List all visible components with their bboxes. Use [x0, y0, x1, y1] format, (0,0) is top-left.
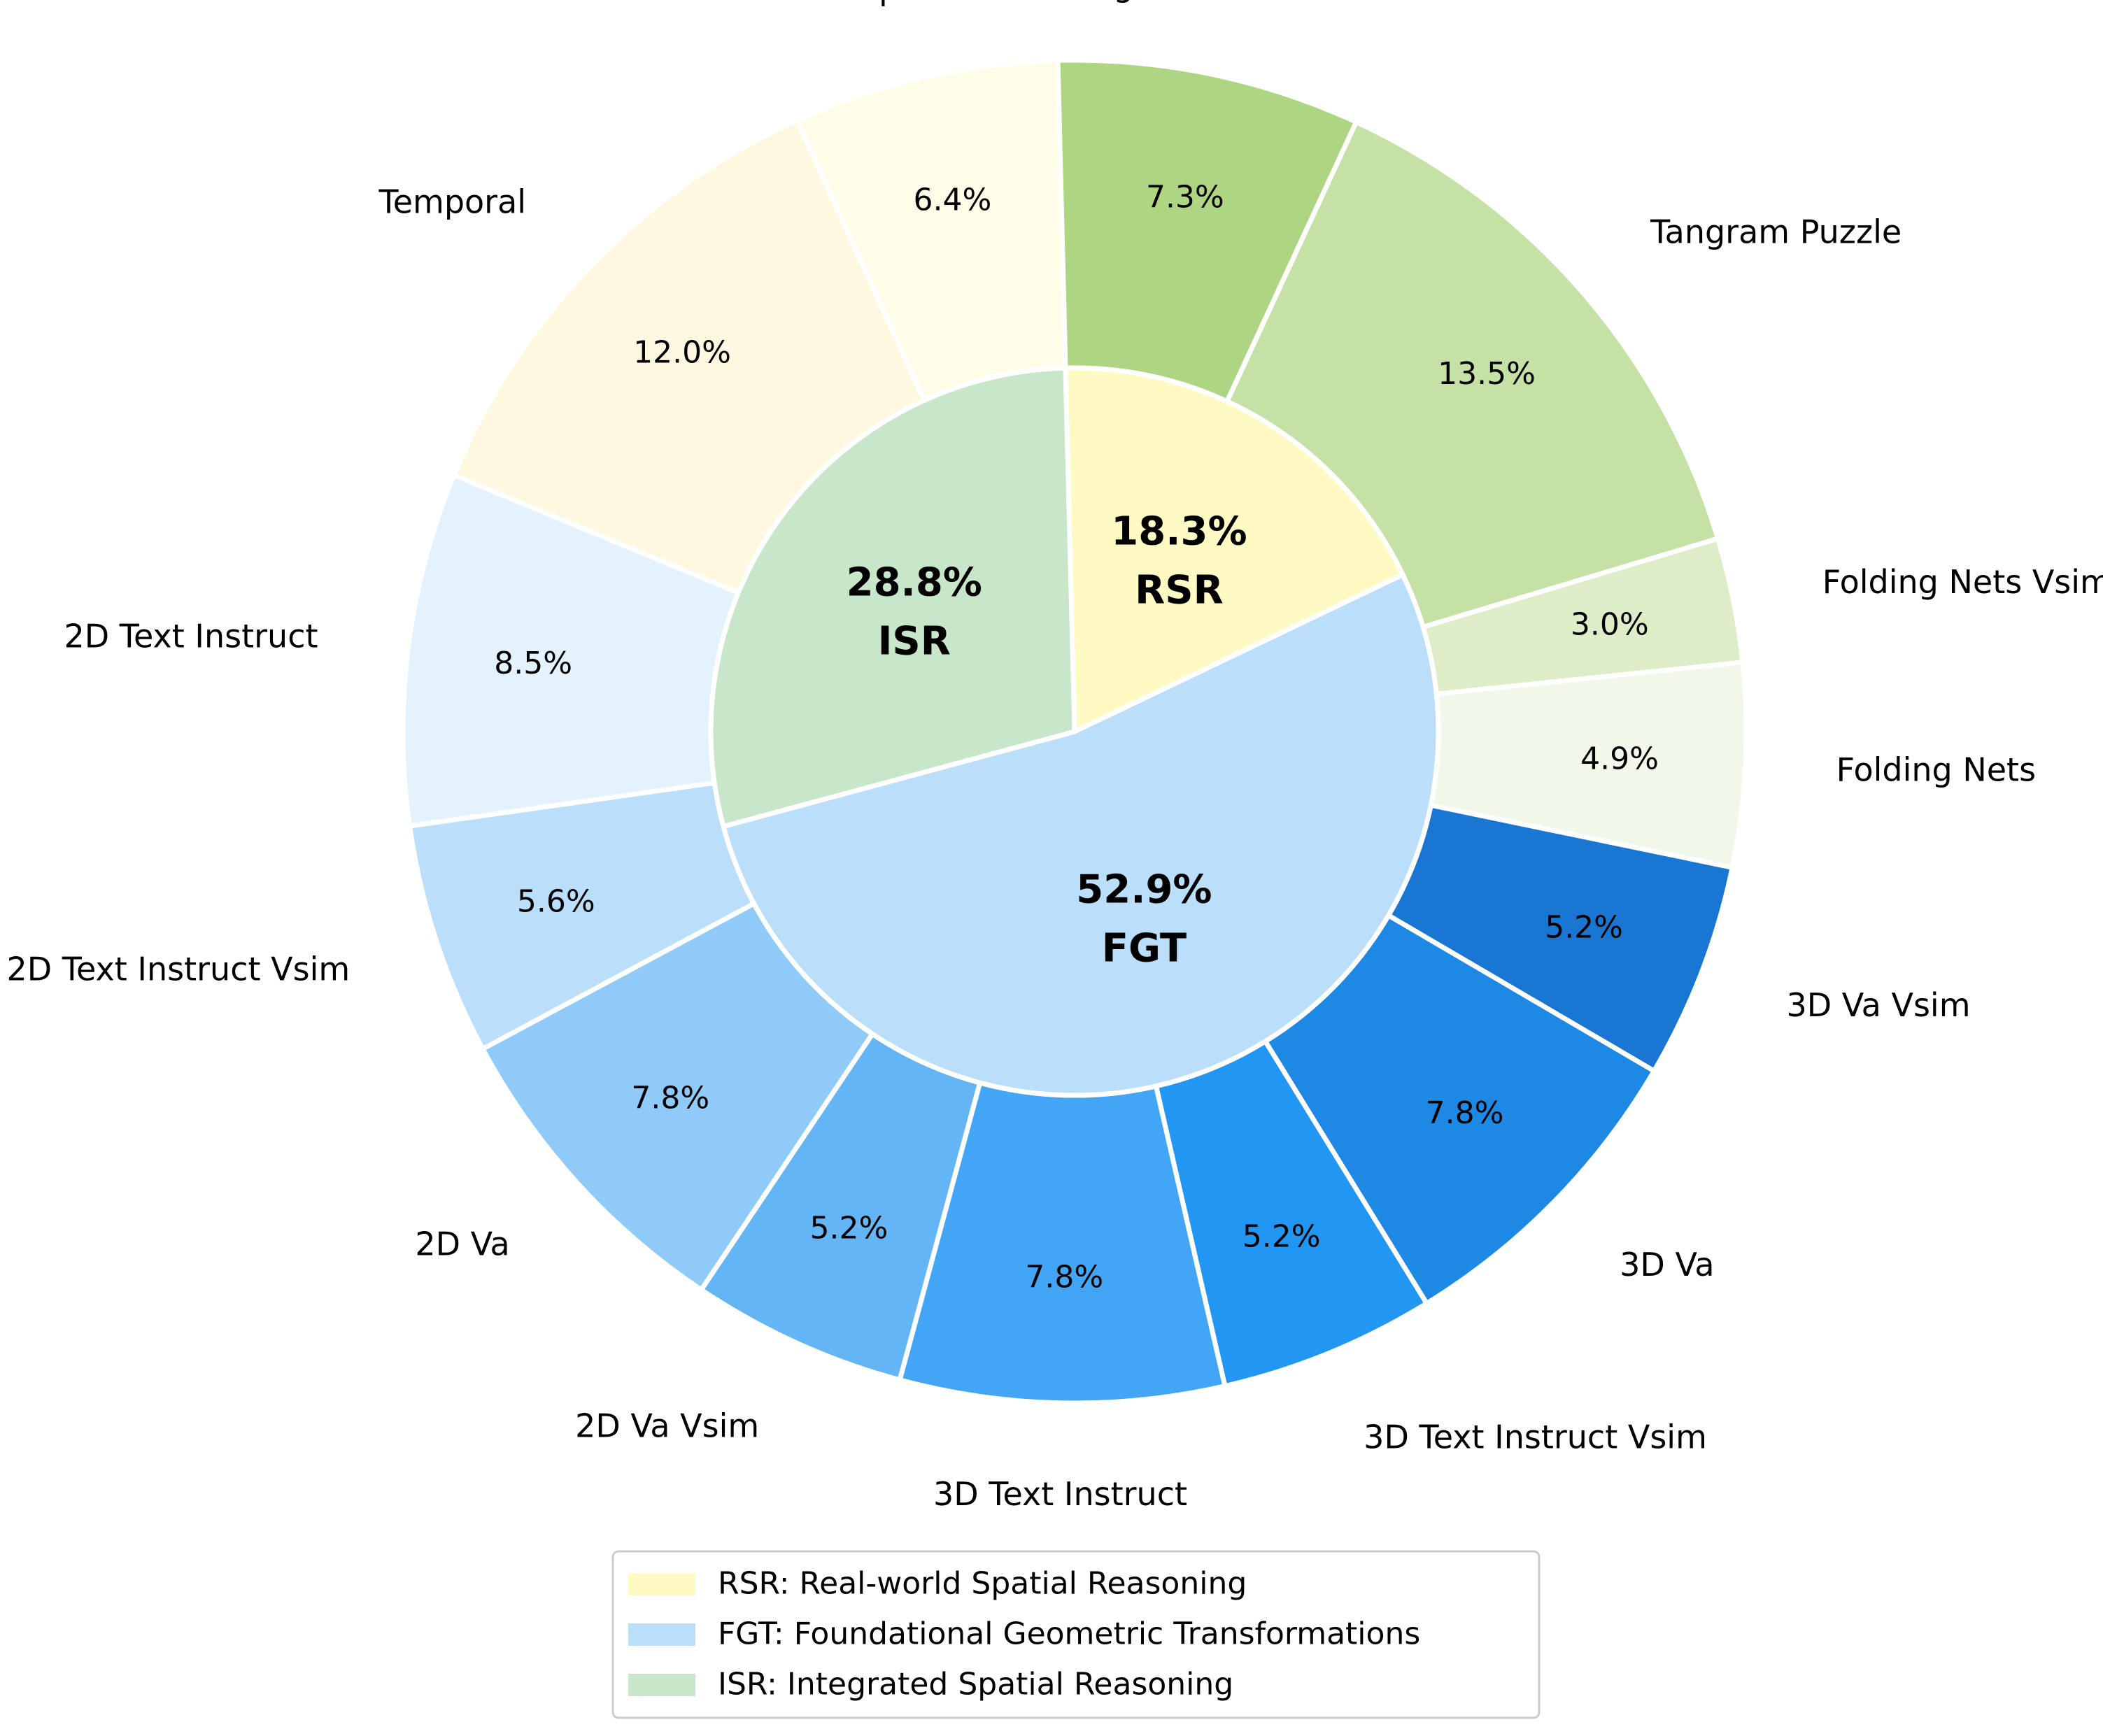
category-label-2d-text-instruct: 2D Text Instruct — [64, 618, 318, 655]
category-label-3d-va: 3D Va — [1620, 1246, 1714, 1283]
outer-category-labels: Tangram Puzzle Vsim Tangram Puzzle Folding… — [6, 0, 2103, 1513]
category-label-tangram-puzzle-vsim: Tangram Puzzle Vsim — [1058, 0, 1399, 4]
inner-label-rsr: RSR — [1135, 568, 1224, 613]
legend-box — [611, 1550, 1541, 1719]
inner-wedge-rsr — [1063, 365, 1405, 734]
outer-ring — [400, 57, 1749, 1406]
percent-label-folding-nets-vsim: 3.0% — [1571, 606, 1649, 642]
legend-swatch — [628, 1573, 695, 1595]
inner-label-isr: ISR — [878, 618, 951, 664]
inner-wedge-isr — [708, 365, 1077, 830]
legend-entry: ISR: Integrated Spatial Reasoning — [718, 1667, 1233, 1702]
category-label-3d-text-instruct: 3D Text Instruct — [933, 1475, 1187, 1513]
legend: RSR: Real-world Spatial Reasoning FGT: Fo… — [611, 1550, 1541, 1719]
percent-label-2d-text-instruct-vsim: 5.6% — [517, 883, 595, 919]
inner-percent-fgt: 52.9% — [1076, 867, 1212, 913]
category-label-3d-text-instruct-vsim: 3D Text Instruct Vsim — [1364, 1418, 1707, 1456]
percent-label-2d-va: 7.8% — [631, 1081, 709, 1116]
percent-label-temporal: 12.0% — [633, 335, 731, 371]
percent-label-perspective: 6.4% — [914, 182, 992, 218]
inner-group-labels: 18.3% RSR 52.9% FGT 28.8% ISR — [847, 509, 1247, 972]
outer-percent-labels: 7.3% 13.5% 3.0% 4.9% 5.2% 7.8% 5.2% 7.8% 5.2% 7.8… — [494, 180, 1659, 1295]
legend-entry: FGT: Foundational Geometric Transformati… — [718, 1616, 1420, 1652]
category-label-tangram-puzzle: Tangram Puzzle — [1650, 213, 1902, 250]
inner-label-fgt: FGT — [1102, 926, 1187, 972]
legend-entry: RSR: Real-world Spatial Reasoning — [718, 1566, 1247, 1602]
category-label-perspective: Perspective — [811, 0, 997, 8]
percent-label-2d-va-vsim: 5.2% — [809, 1211, 888, 1246]
inner-percent-rsr: 18.3% — [1111, 509, 1247, 555]
category-label-folding-nets-vsim: Folding Nets Vsim — [1822, 563, 2103, 601]
percent-label-2d-text-instruct: 8.5% — [494, 646, 572, 681]
category-label-folding-nets: Folding Nets — [1836, 751, 2036, 789]
category-label-2d-va: 2D Va — [415, 1225, 509, 1262]
percent-label-tangram-puzzle: 13.5% — [1438, 356, 1536, 392]
percent-label-folding-nets: 4.9% — [1580, 741, 1659, 777]
percent-label-3d-text-instruct-vsim: 5.2% — [1242, 1218, 1321, 1254]
inner-wedge-fgt — [721, 572, 1441, 1098]
category-label-temporal: Temporal — [378, 183, 526, 221]
percent-label-3d-va: 7.8% — [1426, 1095, 1504, 1131]
inner-ring — [708, 365, 1441, 1098]
legend-swatch — [628, 1674, 695, 1696]
category-label-2d-va-vsim: 2D Va Vsim — [575, 1407, 759, 1444]
percent-label-3d-text-instruct: 7.8% — [1025, 1259, 1103, 1295]
inner-percent-isr: 28.8% — [847, 560, 982, 605]
percent-label-3d-va-vsim: 5.2% — [1545, 909, 1623, 945]
category-label-2d-text-instruct-vsim: 2D Text Instruct Vsim — [6, 950, 350, 988]
percent-label-tangram-puzzle-vsim: 7.3% — [1146, 180, 1224, 215]
category-label-3d-va-vsim: 3D Va Vsim — [1786, 986, 1970, 1024]
legend-swatch — [628, 1623, 695, 1646]
